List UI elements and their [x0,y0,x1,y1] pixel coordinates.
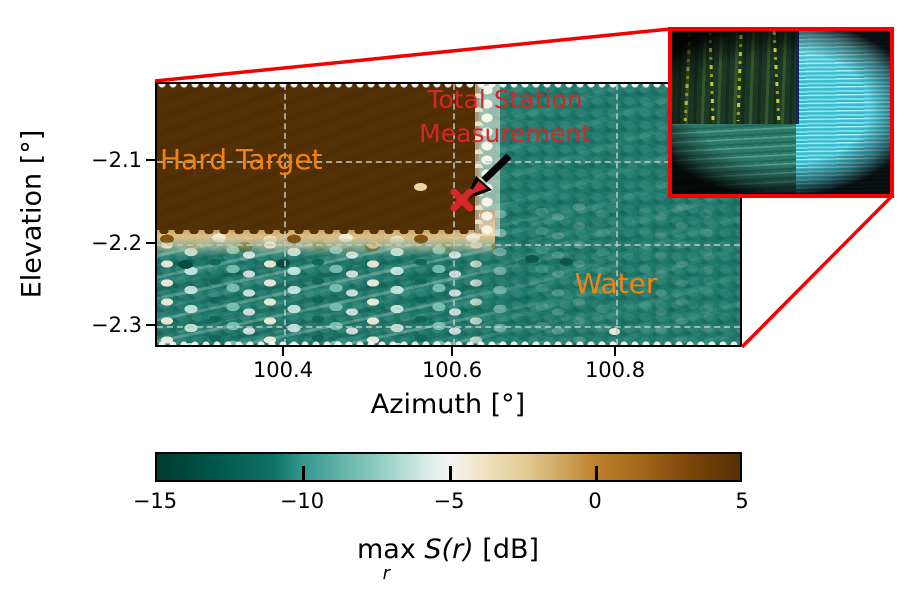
hexbin-speck [560,258,573,266]
x-tick-mark [282,347,284,356]
colorbar-tick-label: 0 [588,489,602,513]
y-tick-label: −2.2 [91,231,142,255]
x-tick-label: 100.6 [421,358,483,382]
x-tick-label: 100.4 [252,358,314,382]
x-tick-label: 100.8 [584,358,646,382]
y-axis-label: Elevation [°] [16,129,48,299]
y-tick-mark [146,242,155,244]
gridline-vertical [616,84,618,345]
colorbar-tick-label: −15 [132,489,178,513]
colorbar-tick-mark [595,466,598,480]
colorbar-label-max: max r [356,534,416,584]
annotation-total-station-line1: Total Station [427,85,583,114]
colorbar-tick-label: −5 [433,489,465,513]
y-tick-label: −2.3 [91,313,142,337]
x-tick-mark [614,347,616,356]
y-tick-mark [146,324,155,326]
gridline-vertical [453,84,455,345]
hexbin-speck [414,183,427,191]
y-tick-mark [146,159,155,161]
hexbin-edge-scallop [157,340,740,345]
annotation-water: Water [574,267,658,300]
hexbin-speck [276,259,290,268]
hexbin-speck [178,260,193,269]
hexbin-speck [609,328,620,335]
x-tick-mark [451,347,453,356]
colorbar-tick-mark [449,466,452,480]
hexbin-plot-area: Hard Target Water Total Station Measurem… [155,82,742,347]
hexbin-edge-scallop [157,84,740,89]
inset-photo [668,27,894,198]
gridline-horizontal [157,326,740,328]
colorbar-label-unit: [dB] [482,534,540,565]
gridline-horizontal [157,244,740,246]
annotation-total-station: Total Station Measurement [419,85,591,149]
photo-telescope-vignette [672,31,890,194]
y-tick-label: −2.1 [91,148,142,172]
hexbin-speck [525,255,539,263]
colorbar-tick-mark [302,466,305,480]
colorbar-label: max r S(r) [dB] [356,534,540,584]
colorbar-tick-label: 5 [735,489,749,513]
gridline-horizontal [157,161,740,163]
x-axis-label: Azimuth [°] [370,389,526,420]
annotation-total-station-line2: Measurement [419,119,591,149]
colorbar-tick-label: −10 [279,489,325,513]
colorbar [155,452,742,482]
gridline-vertical [284,84,286,345]
colorbar-label-subscript: r [382,562,391,584]
zoom-connector-line-bottom [740,195,893,349]
hard-target-region [157,84,483,238]
zoom-connector-line-top [154,27,671,83]
annotation-hard-target: Hard Target [160,143,323,176]
colorbar-label-function: S(r) [424,534,474,565]
